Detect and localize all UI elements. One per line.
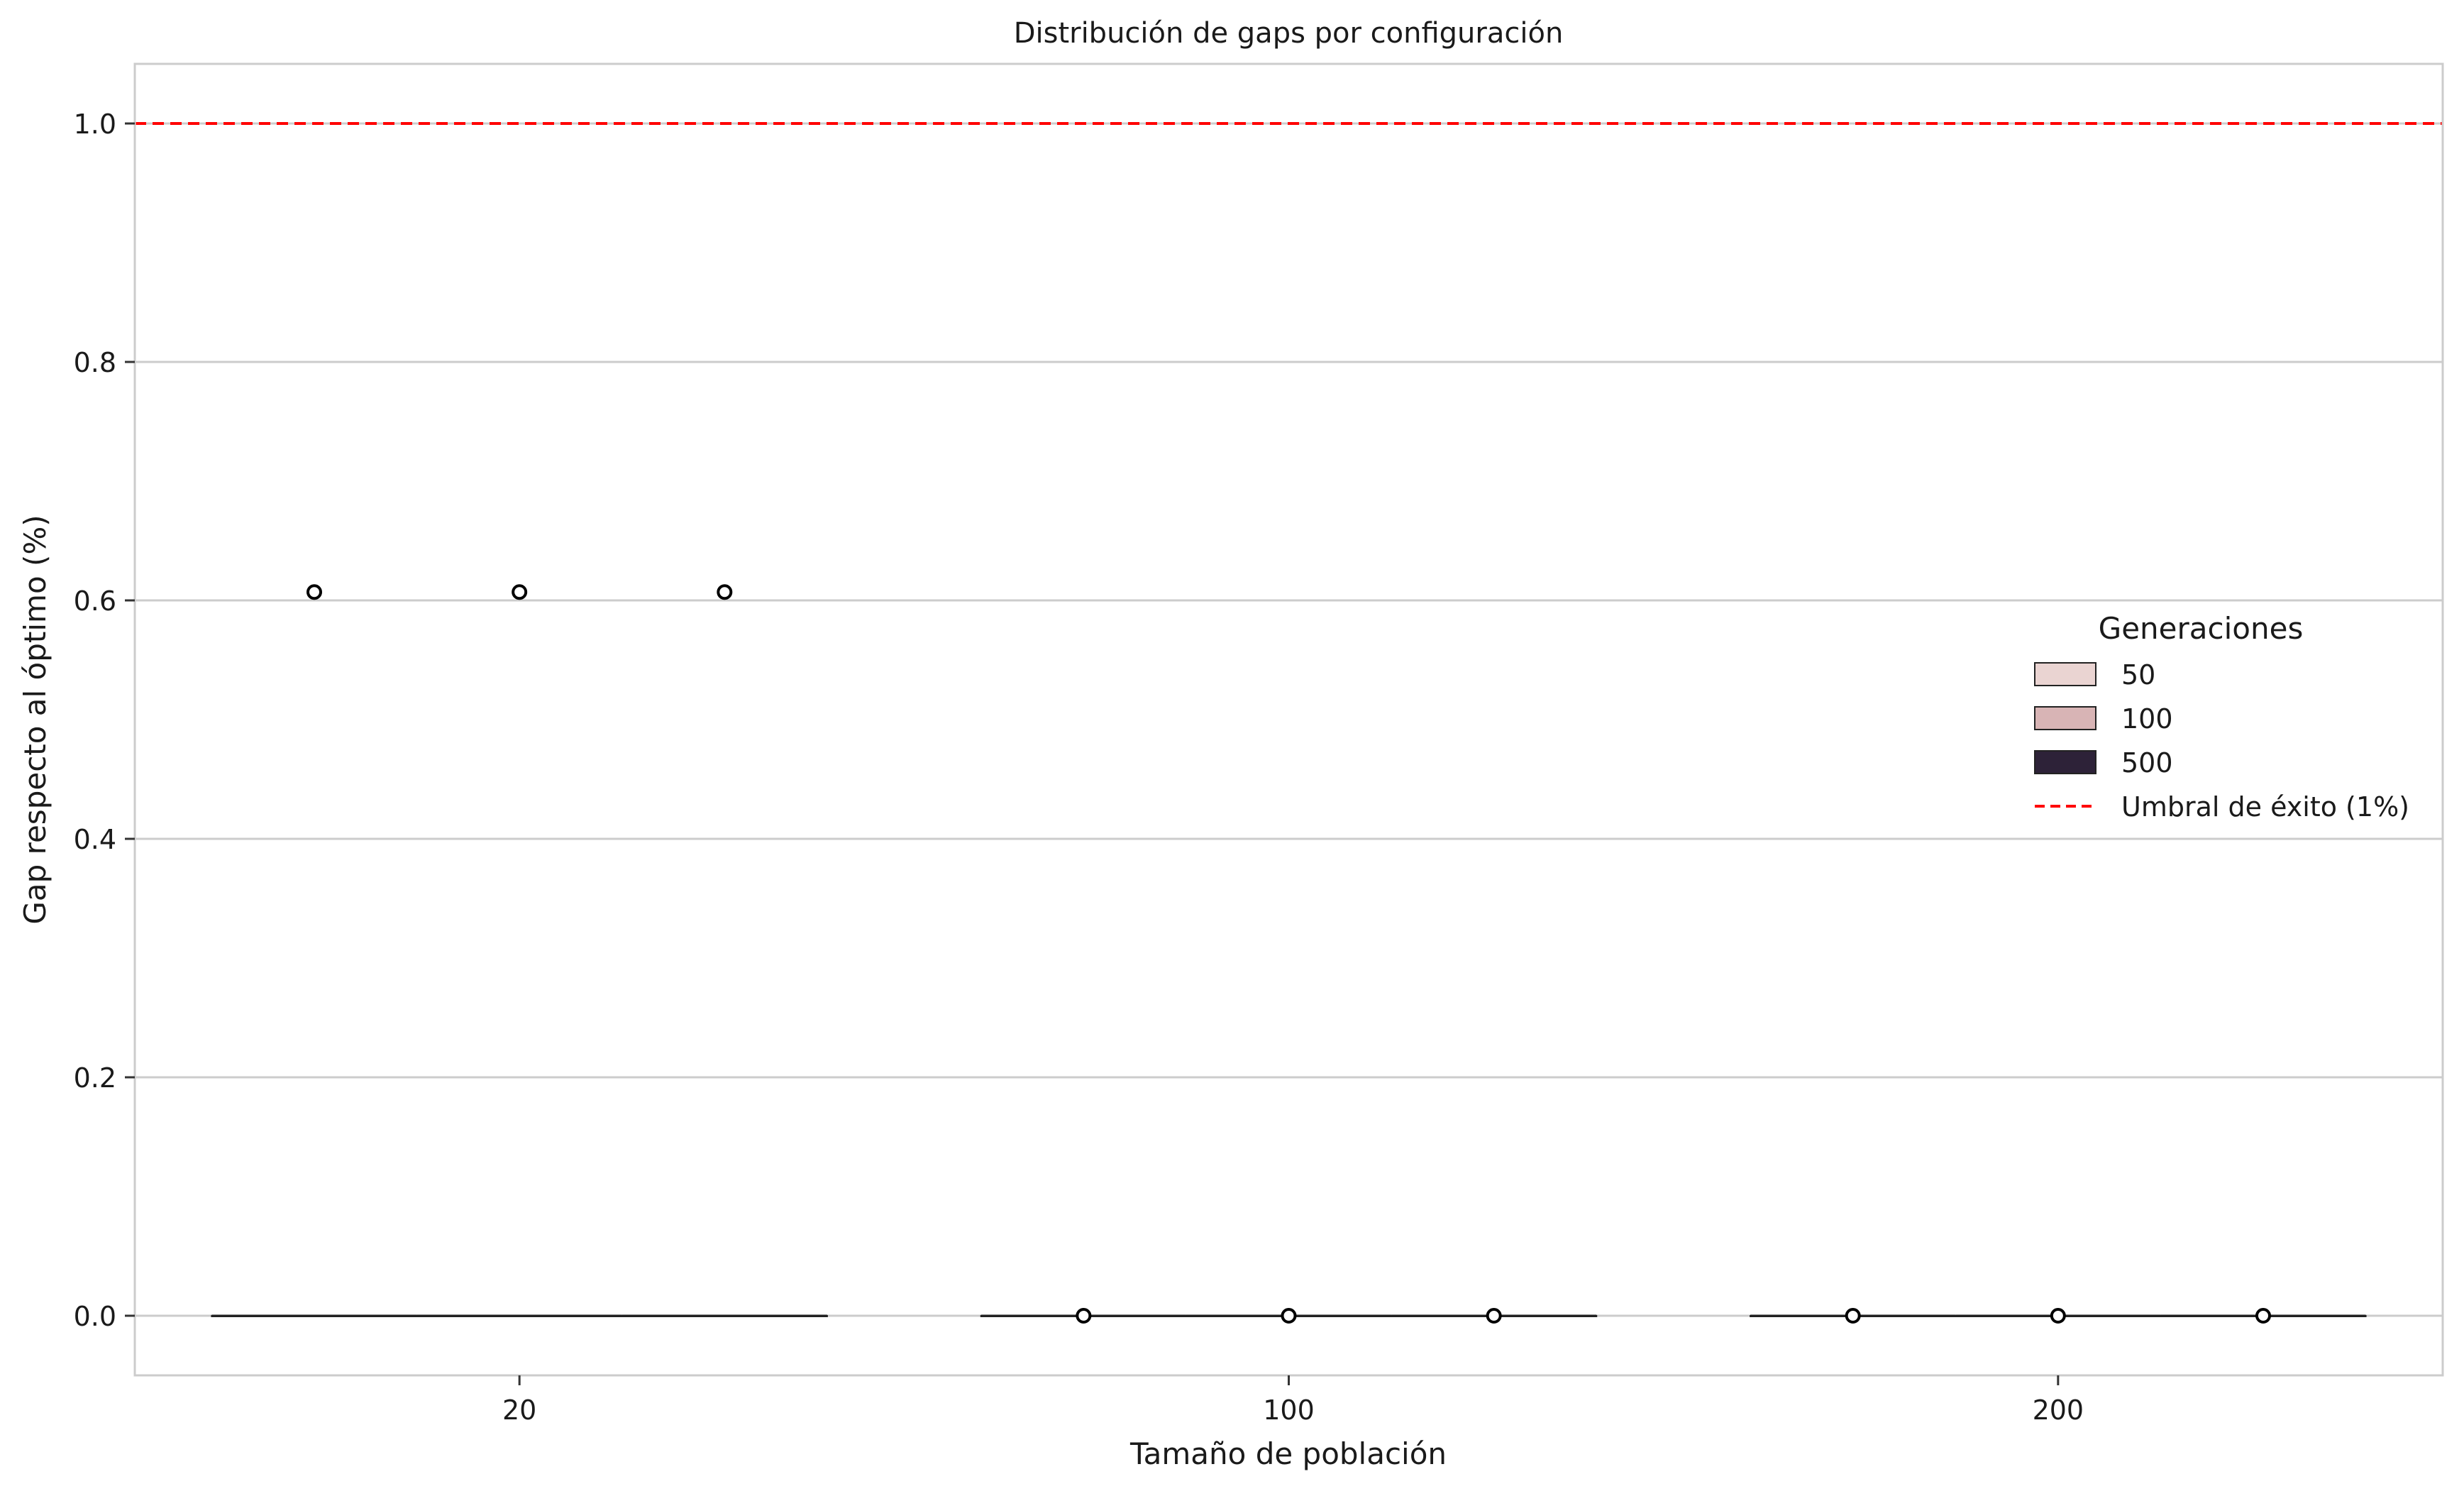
legend-entries: 50 100 500 Umbral de éxito (1%) xyxy=(2034,659,2409,823)
legend-label-3: Umbral de éxito (1%) xyxy=(2121,791,2409,823)
outlier-500-20-0 xyxy=(717,584,733,600)
y-tick-label-1: 0.2 xyxy=(74,1062,116,1094)
x-axis-ticks: 20 100 200 xyxy=(502,1375,2084,1426)
x-tick-label-2: 200 xyxy=(2033,1395,2084,1426)
outlier-100-200-0 xyxy=(2050,1308,2066,1324)
outlier-50-100-0 xyxy=(1076,1308,1092,1324)
y-tick-label-2: 0.4 xyxy=(74,824,116,855)
y-axis-ticks: 0.0 0.2 0.4 0.6 0.8 1.0 xyxy=(74,109,135,1332)
legend-label-1: 100 xyxy=(2121,703,2173,735)
outlier-500-200-0 xyxy=(2255,1308,2271,1324)
y-tick-label-5: 1.0 xyxy=(74,109,116,140)
y-axis-label: Gap respecto al óptimo (%) xyxy=(18,515,53,924)
outlier-100-20-0 xyxy=(512,584,528,600)
outlier-50-200-0 xyxy=(1845,1308,1861,1324)
legend-swatch-500 xyxy=(2034,750,2096,774)
legend-title: Generaciones xyxy=(2099,611,2304,646)
outlier-50-20-0 xyxy=(306,584,323,600)
grid-lines xyxy=(135,122,2443,1317)
legend: Generaciones 50 100 500 Umbral de éxito (1%… xyxy=(2034,611,2409,823)
legend-label-0: 50 xyxy=(2121,659,2155,691)
y-tick-label-4: 0.8 xyxy=(74,347,116,378)
y-tick-label-0: 0.0 xyxy=(74,1301,116,1332)
y-tick-label-3: 0.6 xyxy=(74,585,116,617)
outlier-layer xyxy=(306,584,2271,1324)
plot-frame xyxy=(133,62,2444,1377)
legend-label-2: 500 xyxy=(2121,747,2173,779)
legend-swatch-100 xyxy=(2034,706,2096,730)
x-tick-label-0: 20 xyxy=(502,1395,536,1426)
legend-swatch-50 xyxy=(2034,662,2096,686)
outlier-100-100-0 xyxy=(1281,1308,1297,1324)
x-axis-label: Tamaño de población xyxy=(1129,1436,1447,1471)
chart-title: Distribución de gaps por configuración xyxy=(1014,17,1564,50)
x-tick-label-1: 100 xyxy=(1263,1395,1315,1426)
outlier-500-100-0 xyxy=(1486,1308,1502,1324)
